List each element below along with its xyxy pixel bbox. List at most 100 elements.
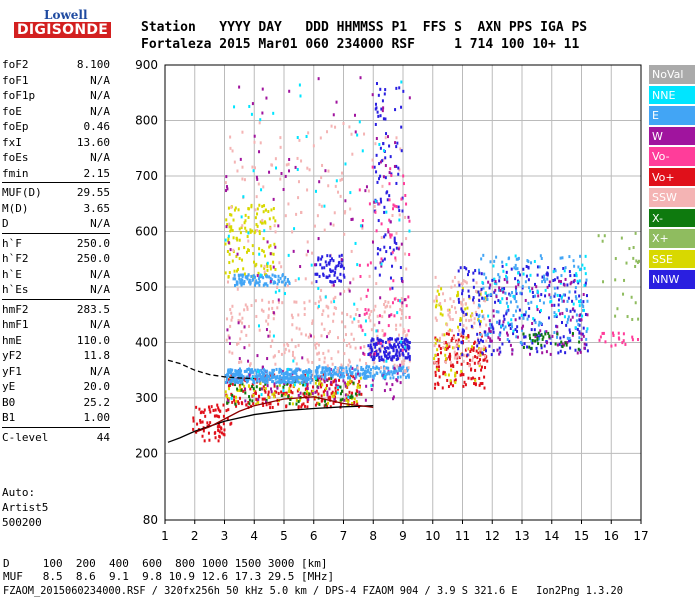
echo-point — [490, 353, 493, 357]
echo-point — [242, 282, 245, 286]
echo-point — [344, 384, 347, 388]
echo-point — [347, 287, 350, 291]
echo-point — [297, 406, 300, 410]
echo-point — [559, 349, 562, 353]
echo-point — [266, 375, 269, 379]
echo-point — [234, 402, 237, 406]
echo-point — [391, 213, 394, 217]
echo-point — [344, 210, 347, 214]
echo-point — [235, 379, 238, 383]
echo-point — [480, 347, 483, 351]
echo-point — [461, 309, 464, 313]
echo-point — [217, 439, 220, 443]
echo-point — [488, 344, 491, 348]
param-value: 3.65 — [83, 201, 111, 215]
echo-point — [263, 272, 266, 276]
echo-point — [228, 225, 231, 229]
echo-point — [464, 307, 467, 311]
echo-point — [243, 376, 246, 380]
echo-point — [329, 258, 332, 262]
echo-point — [253, 166, 256, 170]
echo-point — [254, 377, 257, 381]
echo-point — [573, 278, 576, 282]
echo-point — [509, 343, 512, 347]
echo-point — [582, 293, 585, 297]
echo-point — [512, 332, 515, 336]
echo-point — [397, 343, 400, 347]
echo-point — [287, 377, 290, 381]
echo-point — [390, 233, 393, 237]
echo-point — [289, 389, 292, 393]
echo-point — [255, 314, 258, 318]
echo-point — [339, 398, 342, 402]
echo-point — [287, 367, 290, 371]
echo-point — [267, 315, 270, 319]
echo-point — [503, 278, 506, 282]
echo-point — [228, 397, 231, 401]
echo-point — [400, 343, 403, 347]
echo-point — [391, 286, 394, 290]
echo-point — [339, 272, 342, 276]
echo-point — [357, 324, 360, 328]
echo-point — [335, 179, 338, 183]
echo-point — [303, 404, 306, 408]
echo-point — [317, 386, 320, 390]
echo-point — [334, 271, 337, 275]
echo-point — [264, 382, 267, 386]
echo-point — [438, 336, 441, 340]
echo-point — [483, 272, 486, 276]
echo-point — [501, 288, 504, 292]
echo-point — [384, 354, 387, 358]
echo-point — [284, 347, 287, 351]
echo-point — [582, 305, 585, 309]
echo-point — [371, 158, 374, 162]
echo-point — [260, 375, 263, 379]
echo-point — [435, 303, 438, 307]
echo-point — [533, 318, 536, 322]
echo-point — [436, 348, 439, 352]
echo-point — [245, 333, 248, 337]
echo-point — [348, 376, 351, 380]
echo-point — [506, 309, 509, 313]
echo-point — [199, 419, 202, 423]
echo-point — [319, 298, 322, 302]
echo-point — [311, 390, 314, 394]
echo-point — [232, 375, 235, 379]
echo-point — [334, 125, 337, 129]
echo-point — [530, 328, 533, 332]
echo-point — [307, 391, 310, 395]
echo-point — [269, 227, 272, 231]
param-name: foF1p — [2, 89, 36, 102]
echo-point — [457, 269, 460, 273]
echo-point — [267, 300, 270, 304]
param-row: yF2 11.8 — [2, 348, 110, 364]
echo-point — [304, 383, 307, 387]
echo-point — [585, 330, 588, 334]
echo-point — [374, 199, 377, 203]
echo-point — [395, 358, 398, 362]
echo-point — [378, 162, 381, 166]
echo-point — [534, 294, 537, 298]
echo-point — [306, 405, 309, 409]
echo-point — [339, 292, 342, 296]
echo-point — [229, 308, 232, 312]
echo-point — [512, 329, 515, 333]
echo-point — [234, 383, 237, 387]
echo-point — [401, 362, 404, 366]
echo-point — [489, 326, 492, 330]
echo-point — [379, 146, 382, 150]
echo-point — [331, 390, 334, 394]
echo-point — [297, 313, 300, 317]
echo-point — [440, 287, 443, 291]
echo-point — [564, 277, 567, 281]
echo-point — [299, 391, 302, 395]
echo-point — [316, 378, 319, 382]
echo-point — [405, 375, 408, 379]
echo-point — [480, 365, 483, 369]
echo-point — [465, 336, 468, 340]
echo-point — [394, 258, 397, 262]
echo-point — [459, 373, 462, 377]
echo-point — [237, 370, 240, 374]
echo-point — [349, 365, 352, 369]
echo-point — [252, 169, 255, 173]
